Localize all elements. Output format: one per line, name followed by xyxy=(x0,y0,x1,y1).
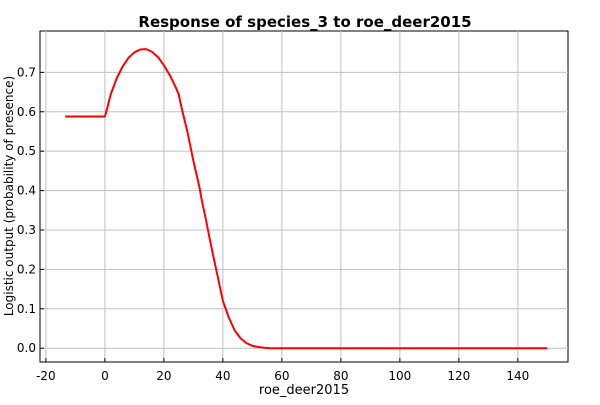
y-tick-label: 0.7 xyxy=(17,65,36,79)
y-tick-label: 0.5 xyxy=(17,144,36,158)
series-line xyxy=(65,48,548,350)
plot-area xyxy=(39,30,569,363)
y-axis-label: Logistic output (probability of presence… xyxy=(2,76,16,316)
x-tick-label: 120 xyxy=(447,369,470,383)
y-tick-label: 0.4 xyxy=(17,184,36,198)
y-tick-label: 0.3 xyxy=(17,223,36,237)
y-tick-label: 0.1 xyxy=(17,302,36,316)
x-tick-label: 0 xyxy=(101,369,109,383)
chart-title: Response of species_3 to roe_deer2015 xyxy=(138,13,471,31)
x-axis-label: roe_deer2015 xyxy=(259,383,349,398)
x-tick-label: 20 xyxy=(156,369,171,383)
x-tick-label: 80 xyxy=(333,369,348,383)
x-tick-label: 140 xyxy=(506,369,529,383)
series-layer xyxy=(65,48,548,350)
y-tick-label: 0.0 xyxy=(17,341,36,355)
x-tick-label: -20 xyxy=(36,369,56,383)
tick-labels: -20 0 20 40 60 80 100 120 140 0.0 0.1 0.2 0.3 0.4 0.5 0… xyxy=(17,65,529,383)
x-tick-label: 100 xyxy=(388,369,411,383)
y-tick-label: 0.6 xyxy=(17,105,36,119)
x-tick-label: 40 xyxy=(215,369,230,383)
y-tick-label: 0.2 xyxy=(17,262,36,276)
x-tick-label: 60 xyxy=(274,369,289,383)
grid xyxy=(40,31,568,362)
